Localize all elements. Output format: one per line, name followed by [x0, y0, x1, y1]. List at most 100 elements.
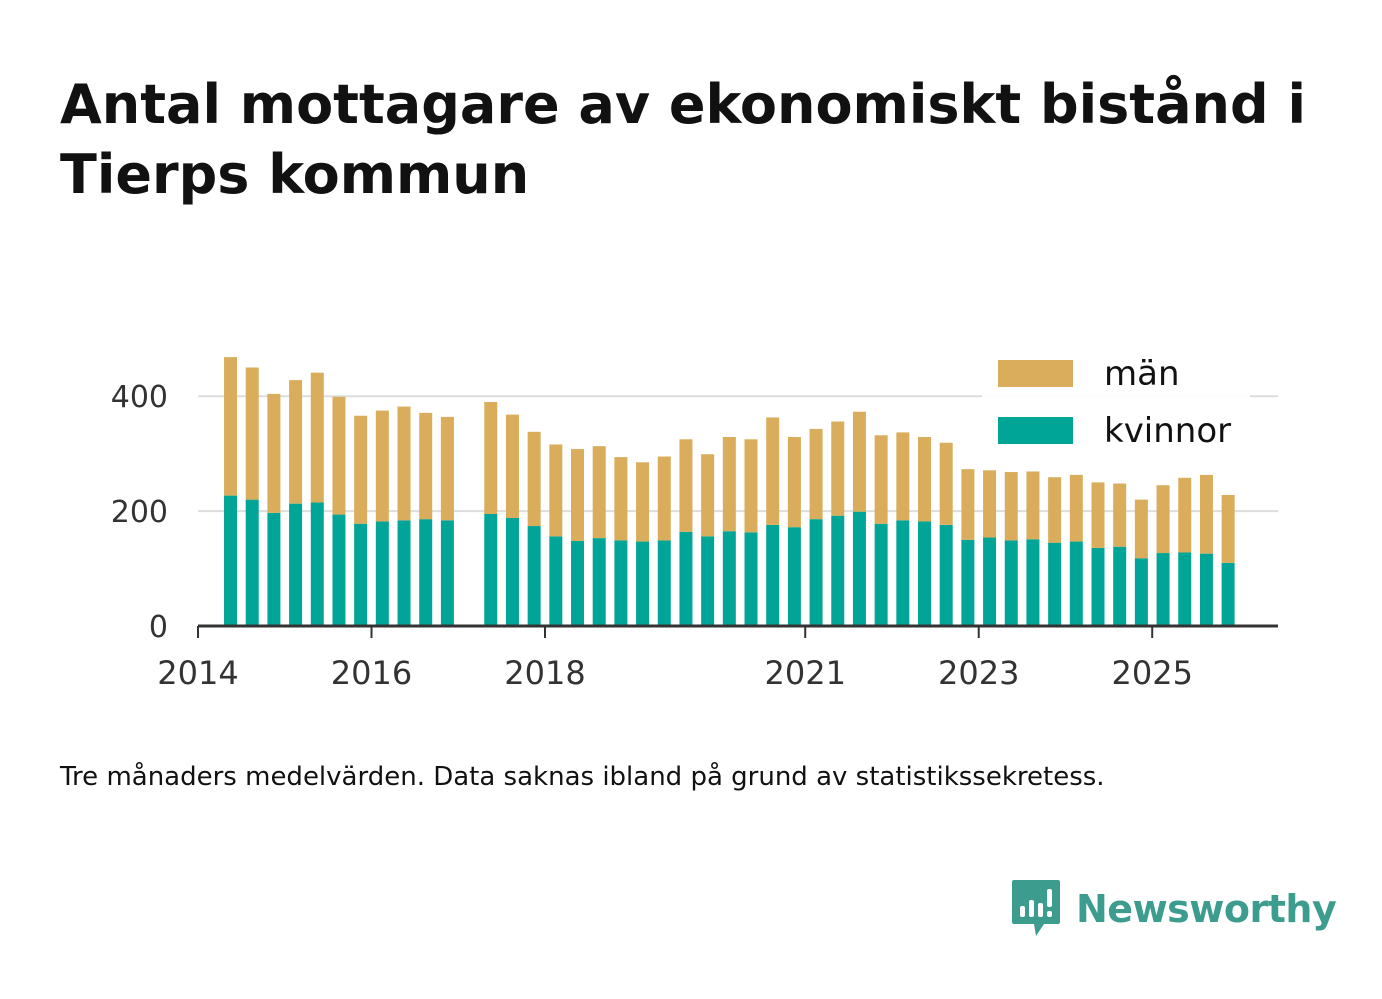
bar-man — [1134, 499, 1148, 559]
bar-kvinnor — [809, 519, 823, 626]
bar-kvinnor — [1026, 539, 1040, 626]
bar-man — [657, 456, 671, 541]
bar-man — [484, 401, 498, 514]
bar-kvinnor — [1221, 562, 1235, 626]
bar-kvinnor — [527, 526, 541, 626]
bar-man — [1178, 477, 1192, 553]
bar-kvinnor — [701, 536, 715, 626]
bar-man — [983, 470, 997, 538]
bar-man — [527, 431, 541, 527]
x-tick-label: 2016 — [331, 654, 412, 692]
bar-man — [852, 411, 866, 512]
bar-man — [354, 415, 368, 524]
bar-kvinnor — [852, 511, 866, 626]
bar-kvinnor — [1134, 558, 1148, 626]
bar-man — [375, 410, 389, 522]
bar-man — [744, 439, 758, 533]
bar-kvinnor — [679, 531, 693, 626]
chart: män kvinnor 0 200 400 2014 2016 2018 2021 2023 20… — [110, 354, 1278, 692]
bar-man — [809, 428, 823, 520]
chart-note: Tre månaders medelvärden. Data saknas ib… — [60, 762, 1105, 792]
bar-kvinnor — [766, 524, 780, 626]
bar-man — [939, 442, 953, 525]
bar-man — [787, 437, 801, 528]
bar-kvinnor — [722, 531, 736, 626]
bar-man — [289, 380, 303, 504]
chart-title: Antal mottagare av ekonomiskt bistånd i … — [60, 73, 1306, 206]
bars — [224, 357, 1235, 626]
bar-man — [766, 417, 780, 525]
bar-man — [505, 414, 519, 518]
bar-kvinnor — [375, 521, 389, 626]
bar-kvinnor — [440, 520, 454, 626]
bar-kvinnor — [310, 502, 324, 626]
bar-man — [332, 396, 346, 515]
bar-man — [224, 357, 238, 496]
newsworthy-logo[interactable]: Newsworthy — [1010, 878, 1337, 940]
bar-kvinnor — [614, 540, 628, 626]
bar-kvinnor — [1113, 546, 1127, 626]
bar-kvinnor — [636, 541, 650, 626]
x-tick-label: 2025 — [1111, 654, 1192, 692]
bar-kvinnor — [657, 540, 671, 626]
bar-man — [419, 412, 433, 520]
bar-man — [397, 406, 411, 521]
bar-kvinnor — [1156, 553, 1170, 626]
bar-kvinnor — [549, 536, 563, 626]
bar-kvinnor — [571, 540, 585, 626]
x-tick-label: 2023 — [938, 654, 1019, 692]
y-tick-label: 400 — [111, 380, 168, 415]
bar-kvinnor — [1004, 540, 1018, 626]
legend-swatch — [998, 417, 1073, 444]
bar-man — [1199, 474, 1213, 554]
bar-kvinnor — [918, 521, 932, 626]
bar-kvinnor — [961, 539, 975, 626]
bar-man — [267, 393, 281, 513]
bar-man — [614, 457, 628, 541]
brand-name: Newsworthy — [1076, 887, 1337, 931]
bar-man — [1004, 472, 1018, 541]
y-tick-label: 0 — [149, 610, 168, 645]
bar-kvinnor — [354, 523, 368, 626]
bar-man — [961, 469, 975, 540]
bar-man — [918, 437, 932, 522]
bar-kvinnor — [224, 495, 238, 626]
x-tick-label: 2014 — [157, 654, 238, 692]
bar-man — [1069, 474, 1083, 542]
bar-kvinnor — [484, 513, 498, 626]
bar-kvinnor — [874, 523, 888, 626]
bar-man — [1048, 477, 1062, 543]
bar-man — [831, 421, 845, 516]
bar-kvinnor — [592, 538, 606, 626]
bar-kvinnor — [245, 499, 259, 626]
bar-man — [549, 444, 563, 537]
bar-man — [1113, 483, 1127, 547]
bar-kvinnor — [896, 520, 910, 626]
bar-man — [896, 432, 910, 521]
bar-man — [245, 367, 259, 500]
bar-kvinnor — [831, 515, 845, 626]
y-tick-label: 200 — [111, 495, 168, 530]
bar-man — [310, 372, 324, 503]
bar-kvinnor — [744, 532, 758, 626]
bar-kvinnor — [397, 520, 411, 626]
bar-man — [1026, 471, 1040, 540]
bar-kvinnor — [505, 518, 519, 626]
bar-man — [636, 462, 650, 542]
newsworthy-logo-icon — [1012, 880, 1060, 936]
bar-kvinnor — [1199, 553, 1213, 626]
bar-kvinnor — [419, 519, 433, 626]
bar-man — [1156, 485, 1170, 554]
bar-man — [874, 435, 888, 524]
bar-kvinnor — [1048, 542, 1062, 626]
bar-kvinnor — [289, 503, 303, 626]
bar-man — [701, 454, 715, 537]
x-tick-label: 2021 — [765, 654, 846, 692]
bar-kvinnor — [1178, 552, 1192, 626]
x-tick-label: 2018 — [504, 654, 585, 692]
bar-man — [722, 437, 736, 532]
bar-kvinnor — [939, 524, 953, 626]
bar-man — [1091, 482, 1105, 548]
legend-label: män — [1104, 354, 1180, 394]
bar-kvinnor — [267, 512, 281, 626]
